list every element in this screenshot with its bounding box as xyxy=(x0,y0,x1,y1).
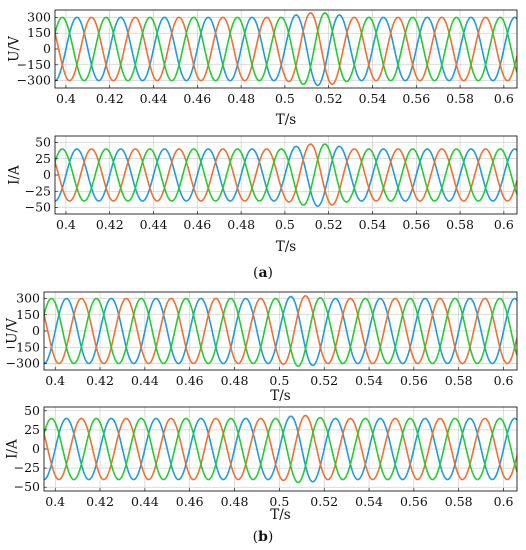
x-tick-label-7: 0.54 xyxy=(359,91,387,106)
panel-label-a-close: ) xyxy=(268,265,273,281)
y-tick-label-1: 150 xyxy=(16,307,40,322)
series-line-2 xyxy=(55,12,517,86)
x-tick-label-3: 0.46 xyxy=(176,373,204,388)
chart-b-current: 0.4 0.42 0.44 0.46 0.48 0.5 0.52 0.54 0.56 0.58 0.… xyxy=(5,403,518,523)
y-tick-label-0: 300 xyxy=(27,9,51,24)
panel-label-a-letter: a xyxy=(258,265,267,281)
chart-a-voltage: 0.4 0.42 0.44 0.46 0.48 0.5 0.52 0.54 0.56 0.58 0.… xyxy=(7,9,518,128)
y-axis-label: I/A xyxy=(7,165,23,185)
series-line-2 xyxy=(55,143,517,206)
chart-a-current: 0.4 0.42 0.44 0.46 0.48 0.5 0.52 0.54 0.56 0.58 0.… xyxy=(7,135,518,255)
y-tick-label-3: −25 xyxy=(14,460,40,475)
x-tick-label-7: 0.54 xyxy=(355,373,383,388)
x-tick-label-0: 0.4 xyxy=(56,91,76,106)
y-tick-label-4: −300 xyxy=(6,356,40,371)
panel-label-b-letter: b xyxy=(258,529,268,545)
series-line-2 xyxy=(44,296,517,367)
x-tick-label-1: 0.42 xyxy=(96,91,124,106)
x-tick-label-3: 0.46 xyxy=(176,494,204,509)
x-tick-label-5: 0.5 xyxy=(275,217,295,232)
x-tick-label-1: 0.42 xyxy=(96,217,124,232)
y-tick-label-0: 50 xyxy=(24,403,40,418)
x-tick-label-6: 0.52 xyxy=(310,373,338,388)
panel-label-b: (b) xyxy=(253,529,274,545)
y-tick-label-0: 50 xyxy=(35,135,51,150)
x-tick-label-9: 0.58 xyxy=(445,494,473,509)
y-tick-label-2: 0 xyxy=(43,41,51,56)
x-tick-label-2: 0.44 xyxy=(131,494,159,509)
x-tick-label-5: 0.5 xyxy=(275,91,295,106)
x-axis-label: T/s xyxy=(270,388,291,404)
series-line-0 xyxy=(55,145,517,207)
x-tick-label-6: 0.52 xyxy=(315,91,343,106)
y-tick-label-2: 0 xyxy=(32,441,40,456)
panel-label-a-open: ( xyxy=(253,265,258,281)
x-tick-label-4: 0.48 xyxy=(221,494,249,509)
x-tick-label-4: 0.48 xyxy=(227,217,255,232)
y-tick-label-3: −150 xyxy=(17,57,51,72)
panel-label-a: (a) xyxy=(253,265,273,281)
y-tick-label-1: 25 xyxy=(35,151,51,166)
chart-b-voltage: 0.4 0.42 0.44 0.46 0.48 0.5 0.52 0.54 0.56 0.58 0.… xyxy=(5,291,518,404)
x-tick-label-0: 0.4 xyxy=(45,494,65,509)
y-tick-label-3: −25 xyxy=(25,183,51,198)
x-tick-label-7: 0.54 xyxy=(355,494,383,509)
x-tick-label-1: 0.42 xyxy=(86,373,114,388)
x-tick-label-3: 0.46 xyxy=(183,91,211,106)
y-tick-label-3: −150 xyxy=(6,339,40,354)
x-tick-label-7: 0.54 xyxy=(359,217,387,232)
x-tick-label-9: 0.58 xyxy=(445,373,473,388)
panel-label-b-open: ( xyxy=(253,529,258,545)
x-tick-label-2: 0.44 xyxy=(140,217,168,232)
panel-label-b-close: ) xyxy=(268,529,273,545)
x-tick-label-10: 0.6 xyxy=(494,494,514,509)
x-tick-label-4: 0.48 xyxy=(227,91,255,106)
x-tick-label-10: 0.6 xyxy=(494,217,514,232)
x-tick-label-5: 0.5 xyxy=(269,373,289,388)
series-line-0 xyxy=(44,415,517,483)
x-tick-label-8: 0.56 xyxy=(402,217,430,232)
y-tick-label-4: −300 xyxy=(17,73,51,88)
series-line-1 xyxy=(44,414,517,482)
series-line-1 xyxy=(55,12,517,86)
x-axis-label: T/s xyxy=(276,239,297,255)
x-tick-label-1: 0.42 xyxy=(86,494,114,509)
y-tick-label-2: 0 xyxy=(43,167,51,182)
x-tick-label-2: 0.44 xyxy=(131,373,159,388)
series-line-0 xyxy=(44,295,517,367)
x-tick-label-10: 0.6 xyxy=(494,373,514,388)
y-tick-label-4: −50 xyxy=(25,200,51,215)
x-tick-label-4: 0.48 xyxy=(221,373,249,388)
y-axis-label: U/V xyxy=(7,36,23,62)
y-tick-label-0: 300 xyxy=(16,291,40,306)
x-tick-label-0: 0.4 xyxy=(56,217,76,232)
x-tick-label-0: 0.4 xyxy=(45,373,65,388)
x-tick-label-8: 0.56 xyxy=(400,373,428,388)
series-line-1 xyxy=(44,295,517,366)
series-line-2 xyxy=(44,416,517,484)
y-tick-label-1: 150 xyxy=(27,25,51,40)
x-tick-label-5: 0.5 xyxy=(269,494,289,509)
series-line-0 xyxy=(55,14,517,87)
x-tick-label-6: 0.52 xyxy=(315,217,343,232)
x-tick-label-9: 0.58 xyxy=(446,91,474,106)
series-line-1 xyxy=(55,143,517,206)
x-axis-label: T/s xyxy=(270,507,291,523)
x-tick-label-8: 0.56 xyxy=(400,494,428,509)
x-axis-label: T/s xyxy=(276,112,297,128)
y-tick-label-1: 25 xyxy=(24,422,40,437)
x-tick-label-6: 0.52 xyxy=(310,494,338,509)
y-axis-label: U/V xyxy=(5,318,21,344)
x-tick-label-3: 0.46 xyxy=(183,217,211,232)
y-tick-label-4: −50 xyxy=(14,479,40,494)
y-axis-label: I/A xyxy=(5,439,21,459)
x-tick-label-10: 0.6 xyxy=(494,91,514,106)
y-tick-label-2: 0 xyxy=(32,323,40,338)
x-tick-label-9: 0.58 xyxy=(446,217,474,232)
x-tick-label-2: 0.44 xyxy=(140,91,168,106)
x-tick-label-8: 0.56 xyxy=(402,91,430,106)
